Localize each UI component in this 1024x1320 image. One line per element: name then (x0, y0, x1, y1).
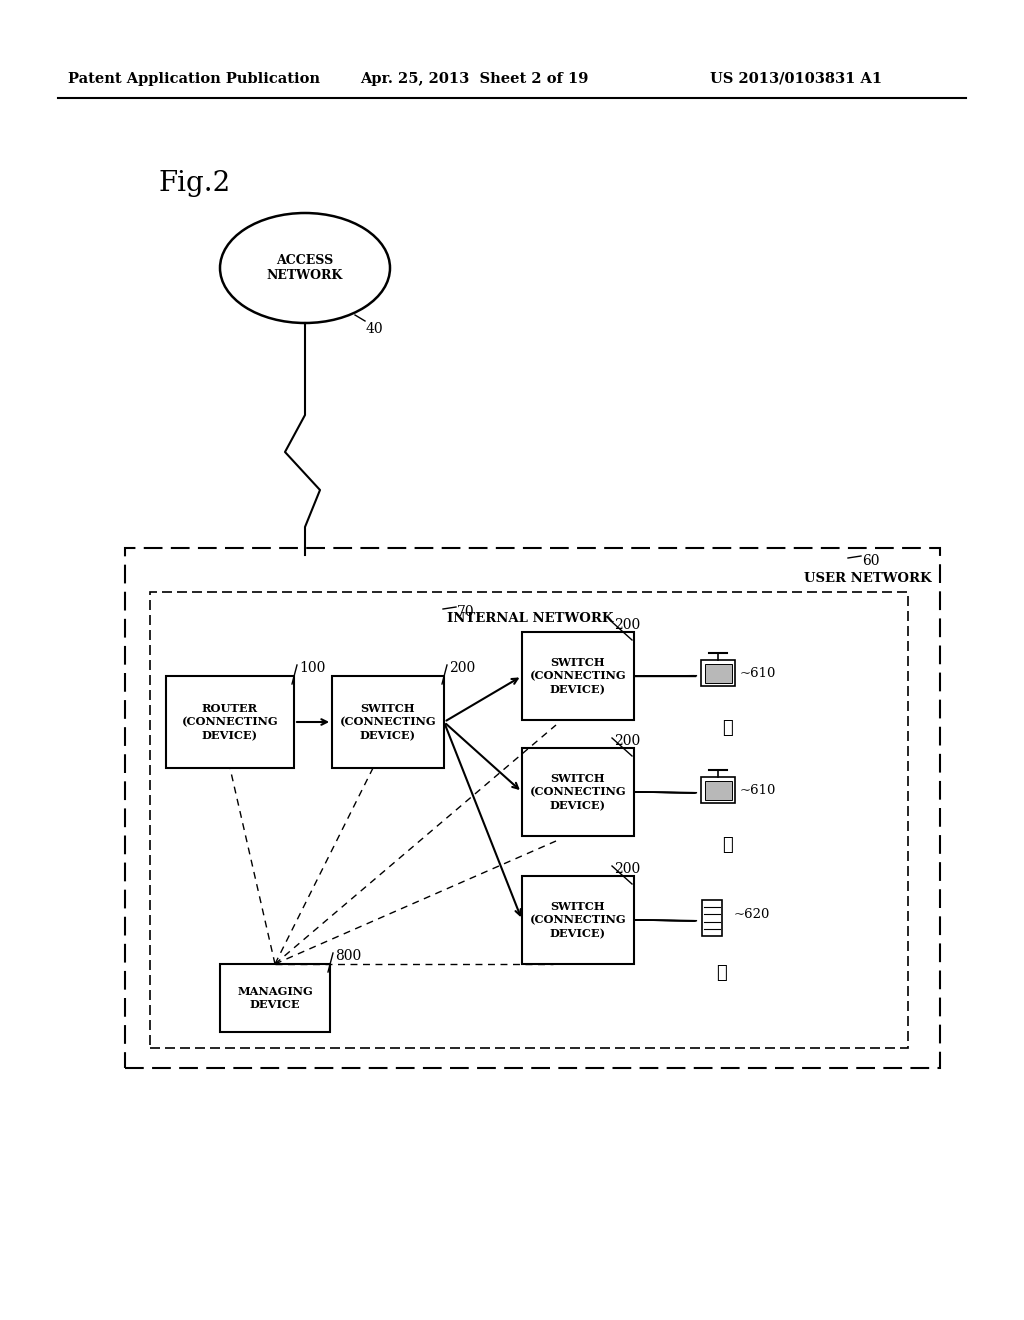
Bar (166, 676, 294, 768)
Text: SWITCH
(CONNECTING
DEVICE): SWITCH (CONNECTING DEVICE) (340, 702, 436, 742)
Bar (705, 664, 731, 682)
Text: 200: 200 (614, 734, 640, 748)
Text: 100: 100 (299, 661, 326, 675)
Bar (150, 591, 908, 1048)
Text: 200: 200 (449, 661, 475, 675)
Text: MANAGING
DEVICE: MANAGING DEVICE (238, 986, 313, 1010)
Text: Patent Application Publication: Patent Application Publication (68, 73, 319, 86)
Text: ⋮: ⋮ (722, 719, 733, 737)
Text: 200: 200 (614, 862, 640, 876)
Text: 800: 800 (335, 949, 361, 964)
Text: Apr. 25, 2013  Sheet 2 of 19: Apr. 25, 2013 Sheet 2 of 19 (360, 73, 589, 86)
Bar (701, 777, 735, 803)
Text: SWITCH
(CONNECTING
DEVICE): SWITCH (CONNECTING DEVICE) (529, 657, 627, 696)
Text: ~610: ~610 (740, 784, 776, 797)
Text: ⋮: ⋮ (722, 836, 733, 854)
Bar (522, 876, 634, 964)
Bar (332, 676, 444, 768)
Bar (522, 632, 634, 719)
Text: 70: 70 (457, 605, 475, 619)
Text: 60: 60 (862, 554, 880, 568)
Text: 40: 40 (366, 322, 384, 337)
Text: ⋮: ⋮ (716, 964, 727, 982)
Bar (701, 660, 735, 686)
Text: SWITCH
(CONNECTING
DEVICE): SWITCH (CONNECTING DEVICE) (529, 900, 627, 940)
Text: ACCESS
NETWORK: ACCESS NETWORK (267, 253, 343, 282)
Text: ROUTER
(CONNECTING
DEVICE): ROUTER (CONNECTING DEVICE) (181, 702, 279, 742)
Text: SWITCH
(CONNECTING
DEVICE): SWITCH (CONNECTING DEVICE) (529, 772, 627, 812)
Bar (220, 964, 330, 1032)
Text: INTERNAL NETWORK: INTERNAL NETWORK (446, 612, 613, 624)
Text: Fig.2: Fig.2 (158, 170, 230, 197)
Bar (702, 900, 722, 936)
Bar (705, 780, 731, 800)
Text: 200: 200 (614, 618, 640, 632)
Bar (522, 748, 634, 836)
Bar (125, 548, 940, 1068)
Text: USER NETWORK: USER NETWORK (805, 572, 932, 585)
Text: ~620: ~620 (734, 908, 770, 921)
Text: ~610: ~610 (740, 667, 776, 680)
Text: US 2013/0103831 A1: US 2013/0103831 A1 (710, 73, 882, 86)
